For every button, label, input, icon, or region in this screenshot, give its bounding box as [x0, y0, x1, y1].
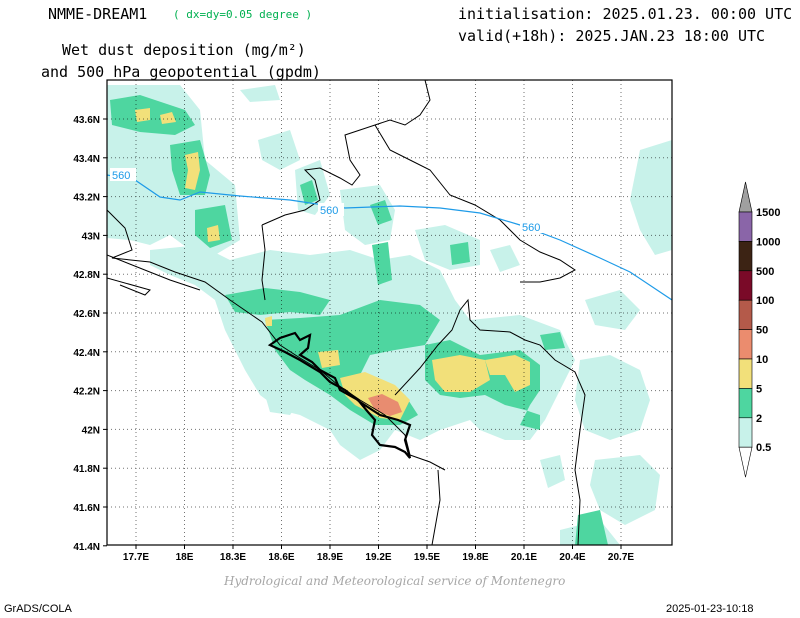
render-timestamp: 2025-01-23-10:18 — [666, 603, 754, 615]
colorbar-swatch — [738, 270, 753, 301]
lat-label: 43.4N — [73, 154, 100, 165]
lon-label: 19.8E — [462, 552, 488, 563]
colorbar-label: 2 — [756, 413, 762, 425]
variable-subtitle: and 500 hPa geopotential (gpdm) — [41, 63, 321, 81]
lon-label: 18E — [176, 552, 194, 563]
colorbar-label: 1500 — [756, 207, 780, 219]
contour-label: 560 — [522, 222, 540, 234]
lat-label: 41.6N — [73, 503, 100, 514]
model-resolution: ( dx=dy=0.05 degree ) — [173, 8, 313, 21]
geopotential-560-contour — [107, 174, 672, 301]
colorbar-label: 10 — [756, 354, 768, 366]
deposition-level-10 — [368, 394, 402, 416]
contour-label: 560 — [112, 170, 130, 182]
colorbar-swatch — [738, 241, 753, 272]
colorbar-label: 100 — [756, 295, 774, 307]
valid-time: valid(+18h): 2025.JAN.23 18:00 UTC — [458, 27, 766, 45]
lat-label: 41.8N — [73, 464, 100, 475]
colorbar-swatch — [738, 388, 753, 419]
software-label: GrADS/COLA — [4, 603, 72, 615]
colorbar-label: 500 — [756, 266, 774, 278]
colorbar-swatch — [738, 358, 753, 389]
lat-label: 42.6N — [73, 309, 100, 320]
contour-labels: 560 560 560 — [110, 168, 546, 234]
color-bar: 1500 1000 500 100 50 10 5 2 0.5 — [738, 181, 780, 478]
lon-label: 19.2E — [365, 552, 391, 563]
montenegro-border — [267, 331, 412, 459]
credit-text: Hydrological and Meteorological service … — [224, 574, 566, 588]
colorbar-label: 1000 — [756, 236, 780, 248]
country-borders — [107, 80, 586, 545]
colorbar-swatch — [738, 211, 753, 242]
colorbar-top-arrow — [738, 181, 753, 213]
initialisation-time: initialisation: 2025.01.23. 00:00 UTC — [458, 5, 793, 23]
lon-label: 18.9E — [317, 552, 343, 563]
variable-title: Wet dust deposition (mg/m²) — [62, 41, 306, 59]
graticule — [107, 80, 672, 545]
lon-label: 18.3E — [220, 552, 246, 563]
colorbar-label: 50 — [756, 325, 768, 337]
lat-label: 43.2N — [73, 193, 100, 204]
lon-label: 19.5E — [414, 552, 440, 563]
lat-label: 43.6N — [73, 115, 100, 126]
lat-label: 42.8N — [73, 270, 100, 281]
lat-label: 42N — [82, 425, 100, 436]
lon-label: 20.7E — [608, 552, 634, 563]
colorbar-label: 0.5 — [756, 442, 771, 454]
lat-label: 42.4N — [73, 348, 100, 359]
colorbar-swatch — [738, 299, 753, 330]
colorbar-swatch — [738, 417, 753, 448]
lat-label: 42.2N — [73, 387, 100, 398]
lon-label: 20.4E — [559, 552, 585, 563]
contour-label: 560 — [320, 205, 338, 217]
lon-label: 18.6E — [268, 552, 294, 563]
colorbar-bottom-arrow — [738, 446, 753, 478]
colorbar-swatch — [738, 329, 753, 360]
colorbar-label: 5 — [756, 383, 762, 395]
lon-label: 20.1E — [511, 552, 537, 563]
lon-label: 17.7E — [123, 552, 149, 563]
axis-labels: 43.6N 43.4N 43.2N 43N 42.8N 42.6N 42.4N 42.2N 42… — [73, 115, 634, 563]
lat-label: 41.4N — [73, 542, 100, 553]
deposition-field — [107, 85, 672, 545]
model-title: NMME-DREAM1 — [48, 5, 148, 23]
lat-label: 43N — [82, 231, 100, 242]
